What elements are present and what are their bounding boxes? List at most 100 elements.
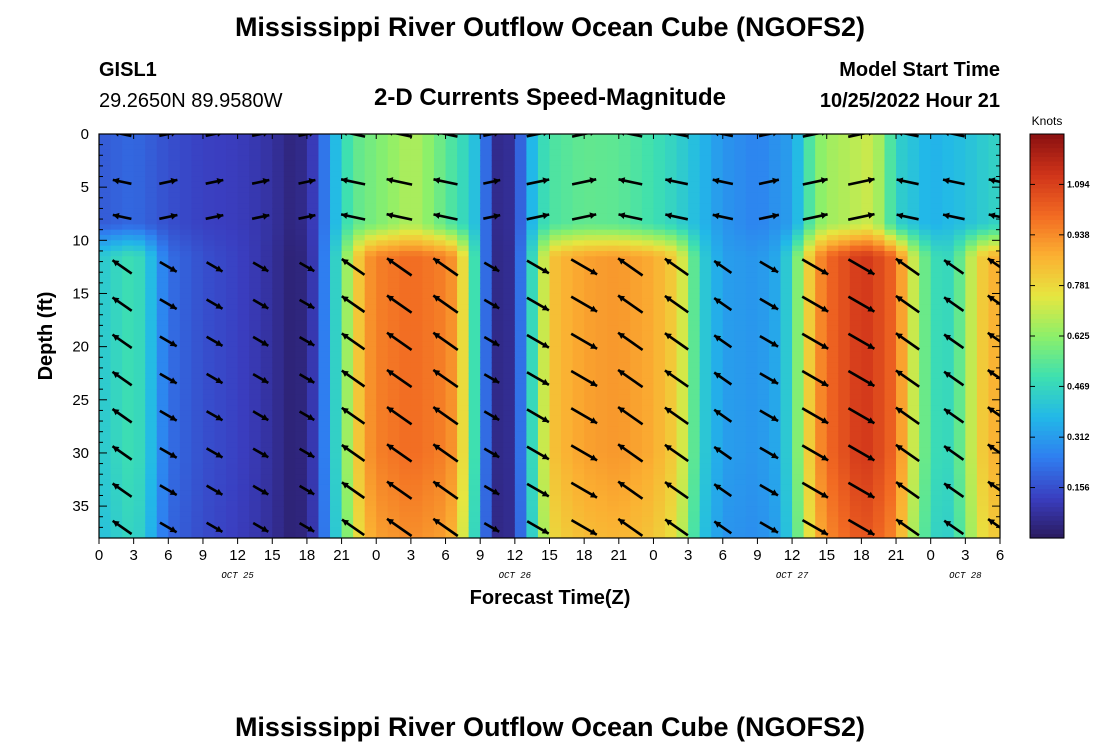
heatmap-cell: [618, 288, 631, 295]
heatmap-cell: [561, 235, 574, 241]
heatmap-cell: [607, 330, 620, 337]
heatmap-cell: [249, 314, 262, 321]
heatmap-cell: [237, 399, 250, 406]
heatmap-cell: [272, 426, 285, 433]
heatmap-cell: [676, 410, 689, 417]
heatmap-cell: [768, 320, 782, 326]
heatmap-cell: [283, 410, 296, 417]
heatmap-cell: [99, 367, 112, 374]
heatmap-cell: [341, 250, 354, 257]
heatmap-cell: [780, 399, 793, 406]
heatmap-cell: [734, 431, 747, 438]
heatmap-cell: [99, 298, 112, 305]
heatmap-cell: [792, 250, 805, 257]
heatmap-cell: [768, 250, 782, 257]
heatmap-cell: [607, 160, 620, 167]
heatmap-cell: [445, 373, 458, 380]
heatmap-cell: [145, 357, 158, 364]
heatmap-cell: [410, 181, 424, 188]
heatmap-cell: [283, 304, 296, 311]
heatmap-cell: [780, 506, 793, 513]
heatmap-cell: [145, 410, 158, 417]
heatmap-cell: [237, 160, 250, 167]
heatmap-cell: [665, 288, 678, 295]
heatmap-cell: [99, 160, 112, 167]
heatmap-cell: [630, 320, 643, 326]
heatmap-cell: [826, 229, 839, 236]
heatmap-cell: [133, 325, 146, 332]
heatmap-cell: [665, 266, 678, 273]
heatmap-cell: [734, 447, 747, 454]
heatmap-cell: [330, 240, 343, 247]
heatmap-cell: [757, 506, 770, 513]
heatmap-cell: [422, 213, 435, 220]
heatmap-cell: [156, 155, 169, 162]
heatmap-cell: [526, 405, 539, 412]
heatmap-cell: [745, 394, 759, 401]
heatmap-cell: [503, 362, 516, 369]
heatmap-cell: [630, 516, 643, 523]
heatmap-cell: [815, 389, 828, 396]
heatmap-cell: [815, 235, 828, 241]
heatmap-cell: [699, 155, 712, 162]
heatmap-cell: [595, 304, 608, 311]
heatmap-cell: [133, 240, 146, 247]
heatmap-cell: [711, 442, 724, 449]
heatmap-cell: [364, 134, 377, 140]
heatmap-cell: [399, 203, 412, 210]
heatmap-cell: [353, 144, 366, 151]
heatmap-cell: [468, 362, 481, 369]
heatmap-cell: [780, 224, 793, 231]
heatmap-cell: [295, 399, 308, 406]
heatmap-cell: [665, 304, 678, 311]
heatmap-cell: [272, 144, 285, 151]
heatmap-cell: [699, 516, 712, 523]
heatmap-cell: [295, 304, 308, 311]
heatmap-cell: [699, 208, 712, 215]
heatmap-cell: [838, 203, 851, 210]
heatmap-cell: [283, 330, 296, 337]
heatmap-cell: [122, 261, 135, 268]
heatmap-cell: [491, 320, 504, 326]
heatmap-cell: [514, 304, 527, 311]
heatmap-cell: [849, 362, 862, 369]
heatmap-cell: [433, 500, 447, 507]
heatmap-cell: [353, 399, 366, 406]
heatmap-cell: [584, 394, 597, 401]
heatmap-cell: [803, 330, 816, 337]
heatmap-cell: [145, 171, 158, 178]
heatmap-cell: [491, 139, 504, 146]
heatmap-cell: [607, 511, 620, 518]
heatmap-cell: [630, 171, 643, 178]
heatmap-cell: [249, 213, 262, 220]
heatmap-cell: [537, 181, 551, 188]
heatmap-cell: [561, 437, 574, 443]
heatmap-cell: [249, 282, 262, 289]
heatmap-cell: [815, 245, 828, 252]
heatmap-cell: [676, 468, 689, 475]
heatmap-cell: [665, 219, 678, 225]
heatmap-cell: [699, 261, 712, 268]
heatmap-cell: [179, 266, 193, 273]
heatmap-cell: [410, 272, 424, 279]
heatmap-cell: [572, 389, 585, 396]
heatmap-cell: [491, 203, 504, 210]
heatmap-cell: [549, 421, 562, 427]
heatmap-cell: [110, 208, 123, 215]
heatmap-cell: [249, 394, 262, 401]
heatmap-cell: [618, 527, 631, 534]
heatmap-cell: [780, 442, 793, 449]
heatmap-cell: [156, 452, 169, 459]
heatmap-cell: [387, 458, 400, 465]
heatmap-cell: [757, 219, 770, 225]
heatmap-cell: [803, 511, 816, 518]
heatmap-cell: [283, 442, 296, 449]
heatmap-cell: [526, 378, 539, 385]
heatmap-cell: [410, 367, 424, 374]
heatmap-cell: [699, 314, 712, 321]
heatmap-cell: [549, 309, 562, 316]
heatmap-cell: [572, 330, 585, 337]
heatmap-cell: [341, 351, 354, 358]
heatmap-cell: [422, 362, 435, 369]
heatmap-cell: [745, 484, 759, 491]
